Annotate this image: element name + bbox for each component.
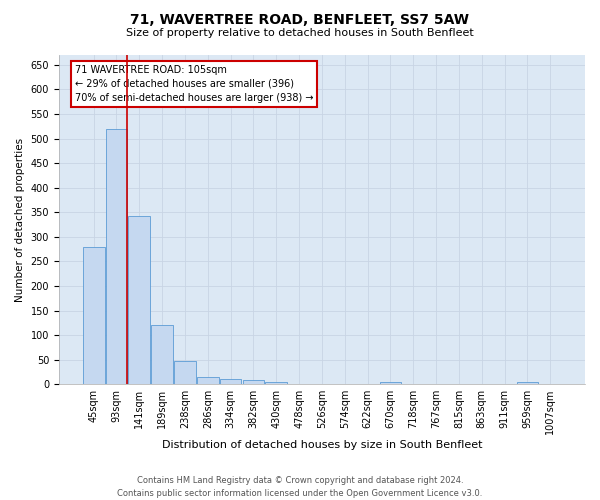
Text: 71, WAVERTREE ROAD, BENFLEET, SS7 5AW: 71, WAVERTREE ROAD, BENFLEET, SS7 5AW	[131, 12, 470, 26]
Bar	[128, 216, 150, 384]
Text: 71 WAVERTREE ROAD: 105sqm
← 29% of detached houses are smaller (396)
70% of semi: 71 WAVERTREE ROAD: 105sqm ← 29% of detac…	[74, 65, 313, 103]
Bar	[151, 325, 173, 384]
Bar	[106, 128, 127, 384]
Text: Contains HM Land Registry data © Crown copyright and database right 2024.
Contai: Contains HM Land Registry data © Crown c…	[118, 476, 482, 498]
Bar	[517, 382, 538, 384]
Bar	[380, 382, 401, 384]
Bar	[83, 246, 104, 384]
Bar	[265, 382, 287, 384]
X-axis label: Distribution of detached houses by size in South Benfleet: Distribution of detached houses by size …	[162, 440, 482, 450]
Text: Size of property relative to detached houses in South Benfleet: Size of property relative to detached ho…	[126, 28, 474, 38]
Bar	[220, 380, 241, 384]
Bar	[197, 377, 218, 384]
Bar	[174, 360, 196, 384]
Bar	[242, 380, 265, 384]
Y-axis label: Number of detached properties: Number of detached properties	[15, 138, 25, 302]
